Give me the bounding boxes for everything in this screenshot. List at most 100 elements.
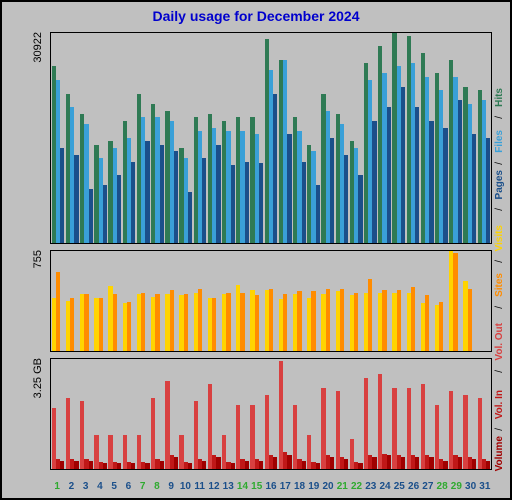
bar-pages xyxy=(302,162,306,243)
bar-sites xyxy=(326,289,330,351)
bar-pages xyxy=(202,158,206,243)
xtick: 7 xyxy=(140,481,146,492)
xtick: 16 xyxy=(265,481,276,492)
legend-sep: / xyxy=(494,255,505,266)
bar-pages xyxy=(174,151,178,243)
bar-pages xyxy=(415,107,419,243)
bar-volume xyxy=(415,457,419,469)
legend-item: Files xyxy=(494,130,505,156)
bar-volume xyxy=(117,463,121,469)
bar-volume xyxy=(74,461,78,469)
bar-pages xyxy=(145,141,149,243)
xtick: 27 xyxy=(422,481,433,492)
legend-item: Sites xyxy=(494,273,505,300)
xtick: 13 xyxy=(223,481,234,492)
xtick: 1 xyxy=(54,481,60,492)
bar-pages xyxy=(472,134,476,243)
bar-volume xyxy=(330,457,334,469)
panel-hits-files-pages xyxy=(50,32,492,244)
xtick: 19 xyxy=(308,481,319,492)
ytick-bot: 3.25 GB xyxy=(32,358,44,401)
legend-item: Hits xyxy=(494,88,505,110)
bar-volume xyxy=(160,461,164,469)
bar-pages xyxy=(131,162,135,243)
bar-pages xyxy=(273,94,277,243)
bar-pages xyxy=(358,175,362,243)
legend-sep: / xyxy=(494,365,505,376)
bar-volume xyxy=(259,461,263,469)
bar-sites xyxy=(468,289,472,351)
bar-pages xyxy=(245,162,249,243)
bar-pages xyxy=(486,138,490,243)
xtick: 22 xyxy=(351,481,362,492)
bar-volume xyxy=(344,459,348,469)
panel-visits-sites xyxy=(50,250,492,352)
xtick: 26 xyxy=(408,481,419,492)
bar-pages xyxy=(458,100,462,243)
legend-sep: / xyxy=(494,301,505,312)
bar-volume xyxy=(188,463,192,469)
bar-volume xyxy=(103,463,107,469)
legend-sep: / xyxy=(494,423,505,434)
bar-volume xyxy=(273,457,277,469)
xtick: 20 xyxy=(322,481,333,492)
bar-pages xyxy=(401,87,405,243)
panel-volume xyxy=(50,358,492,470)
xaxis: 1234567891011121314151617181920212223242… xyxy=(50,476,492,492)
bar-sites xyxy=(425,295,429,351)
bar-volume xyxy=(231,463,235,469)
xtick: 2 xyxy=(69,481,75,492)
bar-sites xyxy=(411,287,415,351)
legend-item: Vol. Out xyxy=(494,323,505,364)
bar-pages xyxy=(103,185,107,243)
bar-pages xyxy=(188,192,192,243)
bar-sites xyxy=(354,293,358,351)
bar-pages xyxy=(429,121,433,243)
bar-volume xyxy=(486,461,490,469)
bar-volume xyxy=(145,463,149,469)
bar-sites xyxy=(113,294,117,351)
bar-pages xyxy=(259,163,263,243)
xtick: 24 xyxy=(380,481,391,492)
bar-volume xyxy=(302,461,306,469)
xtick: 17 xyxy=(280,481,291,492)
chart-title: Daily usage for December 2024 xyxy=(2,8,510,24)
legend-item: Vol. In xyxy=(494,390,505,422)
bar-pages xyxy=(443,128,447,243)
xtick: 23 xyxy=(365,481,376,492)
xtick: 28 xyxy=(437,481,448,492)
xtick: 29 xyxy=(451,481,462,492)
bar-sites xyxy=(99,298,103,351)
bar-pages xyxy=(60,148,64,243)
legend-item: Visits xyxy=(494,225,505,255)
bar-volume xyxy=(429,457,433,469)
legend-sep: / xyxy=(494,111,505,122)
xtick: 6 xyxy=(126,481,132,492)
bar-sites xyxy=(297,291,301,351)
bar-sites xyxy=(170,290,174,351)
bar-sites xyxy=(240,293,244,351)
bar-sites xyxy=(226,293,230,351)
ytick-mid: 755 xyxy=(32,250,44,271)
bar-sites xyxy=(283,294,287,351)
xtick: 11 xyxy=(194,481,205,492)
bar-volume xyxy=(216,457,220,469)
legend-item: Volume xyxy=(494,436,505,474)
bar-sites xyxy=(269,289,273,351)
bar-sites xyxy=(184,294,188,351)
bar-sites xyxy=(397,290,401,351)
xtick: 21 xyxy=(337,481,348,492)
bar-pages xyxy=(330,138,334,243)
xtick: 10 xyxy=(180,481,191,492)
bar-sites xyxy=(340,289,344,351)
xtick: 4 xyxy=(97,481,103,492)
xtick: 31 xyxy=(479,481,490,492)
xtick: 5 xyxy=(111,481,117,492)
bar-sites xyxy=(382,290,386,351)
bar-pages xyxy=(89,189,93,243)
bar-volume xyxy=(174,457,178,469)
xtick: 15 xyxy=(251,481,262,492)
bar-volume xyxy=(131,463,135,469)
bar-volume xyxy=(472,459,476,469)
bar-volume xyxy=(89,461,93,469)
